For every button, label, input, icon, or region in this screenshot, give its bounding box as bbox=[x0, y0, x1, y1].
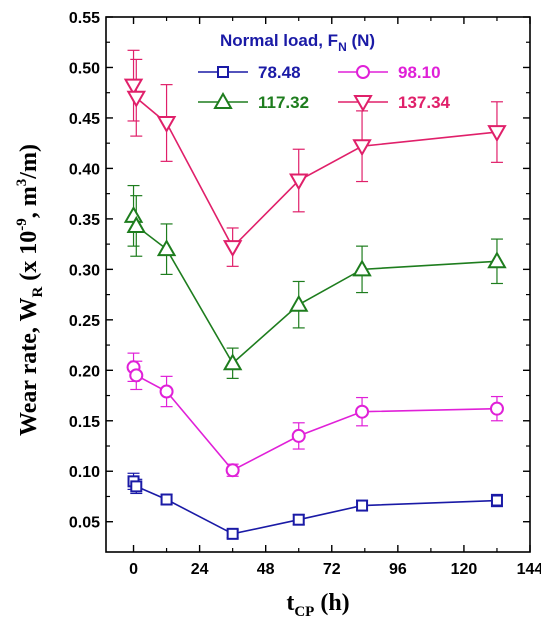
legend: Normal load, FN (N) 78.48 98.10 117.32 137.3… bbox=[198, 31, 451, 113]
axis-ticks: 0 24 48 72 96 120 144 0.05 0.10 0.15 0.20 0.25 0.30 0… bbox=[69, 10, 541, 578]
y-tick-label: 0.15 bbox=[69, 414, 100, 431]
data-point bbox=[156, 115, 177, 134]
series-line bbox=[132, 367, 497, 472]
y-axis-title-sup: -9 bbox=[14, 218, 30, 231]
data-point bbox=[130, 480, 143, 493]
x-tick-label: 48 bbox=[257, 561, 275, 578]
legend-marker bbox=[353, 95, 373, 113]
data-point bbox=[225, 463, 240, 478]
y-axis-title-sup2: 3 bbox=[14, 179, 30, 187]
y-tick-label: 0.40 bbox=[69, 161, 100, 178]
x-axis-title-unit: (h) bbox=[314, 590, 349, 616]
data-point bbox=[226, 527, 239, 540]
data-point bbox=[123, 78, 144, 96]
y-axis-title: Wear rate, WR (x 10-9, m3/m) bbox=[14, 144, 46, 436]
series-line bbox=[132, 480, 497, 535]
data-point bbox=[487, 251, 507, 269]
x-tick-label: 0 bbox=[129, 561, 138, 578]
data-point bbox=[123, 205, 144, 223]
legend-title-unit: (N) bbox=[347, 31, 375, 50]
y-tick-label: 0.50 bbox=[69, 60, 100, 77]
y-tick-label: 0.25 bbox=[69, 313, 100, 330]
data-point bbox=[292, 513, 305, 526]
legend-marker bbox=[217, 66, 229, 78]
y-tick-label: 0.10 bbox=[69, 464, 100, 481]
data-point bbox=[222, 353, 243, 371]
x-axis-title-sub: CP bbox=[294, 604, 314, 620]
x-tick-label: 72 bbox=[323, 561, 341, 578]
x-axis-title: tCP (h) bbox=[286, 590, 349, 620]
plot-frame bbox=[105, 16, 531, 553]
x-axis-title-main: t bbox=[286, 590, 294, 616]
data-point bbox=[490, 494, 503, 507]
legend-title: Normal load, FN (N) bbox=[220, 31, 375, 54]
legend-title-sub: N bbox=[338, 40, 347, 54]
y-tick-label: 0.45 bbox=[69, 111, 100, 128]
data-point bbox=[352, 259, 372, 277]
y-axis-title-mid: (x 10 bbox=[16, 231, 42, 287]
y-axis-title-sub: R bbox=[30, 287, 46, 298]
y-tick-label: 0.20 bbox=[69, 363, 100, 380]
x-tick-label: 144 bbox=[517, 561, 541, 578]
data-point bbox=[291, 428, 306, 443]
data-point bbox=[159, 384, 174, 399]
data-point bbox=[289, 173, 309, 191]
axis-titles: tCP (h) Wear rate, WR (x 10-9, m3/m) bbox=[14, 144, 350, 620]
y-tick-label: 0.30 bbox=[69, 262, 100, 279]
data-point bbox=[222, 240, 243, 258]
y-tick-label: 0.55 bbox=[69, 10, 100, 27]
legend-label: 98.10 bbox=[398, 63, 441, 82]
series-3 bbox=[123, 49, 507, 267]
legend-label: 137.34 bbox=[398, 93, 451, 112]
legend-label: 78.48 bbox=[258, 63, 301, 82]
y-axis-title-prefix: Wear rate, W bbox=[16, 298, 42, 436]
legend-label: 117.32 bbox=[258, 93, 309, 112]
y-axis-title-mid2: , m bbox=[16, 186, 42, 218]
x-tick-label: 96 bbox=[389, 561, 407, 578]
x-tick-label: 120 bbox=[451, 561, 478, 578]
data-point bbox=[489, 401, 504, 416]
data-point bbox=[156, 239, 177, 257]
series-line bbox=[132, 215, 498, 365]
data-marks bbox=[123, 49, 507, 540]
data-point bbox=[129, 368, 144, 383]
series-2 bbox=[123, 184, 507, 379]
data-point bbox=[356, 499, 369, 512]
data-point bbox=[126, 90, 147, 108]
plot-area bbox=[105, 16, 531, 553]
series-0 bbox=[127, 472, 503, 540]
data-point bbox=[160, 493, 173, 506]
legend-marker bbox=[356, 65, 370, 79]
data-point bbox=[487, 125, 507, 143]
y-axis-title-suffix: /m) bbox=[16, 144, 42, 180]
y-tick-label: 0.35 bbox=[69, 212, 100, 229]
series-1 bbox=[126, 352, 504, 478]
x-tick-label: 24 bbox=[191, 561, 209, 578]
data-point bbox=[126, 215, 147, 233]
y-tick-label: 0.05 bbox=[69, 515, 100, 532]
data-point bbox=[289, 294, 309, 312]
legend-title-main: Normal load, F bbox=[220, 31, 338, 50]
data-point bbox=[355, 404, 370, 419]
legend-marker bbox=[213, 91, 233, 109]
data-point bbox=[352, 139, 372, 157]
